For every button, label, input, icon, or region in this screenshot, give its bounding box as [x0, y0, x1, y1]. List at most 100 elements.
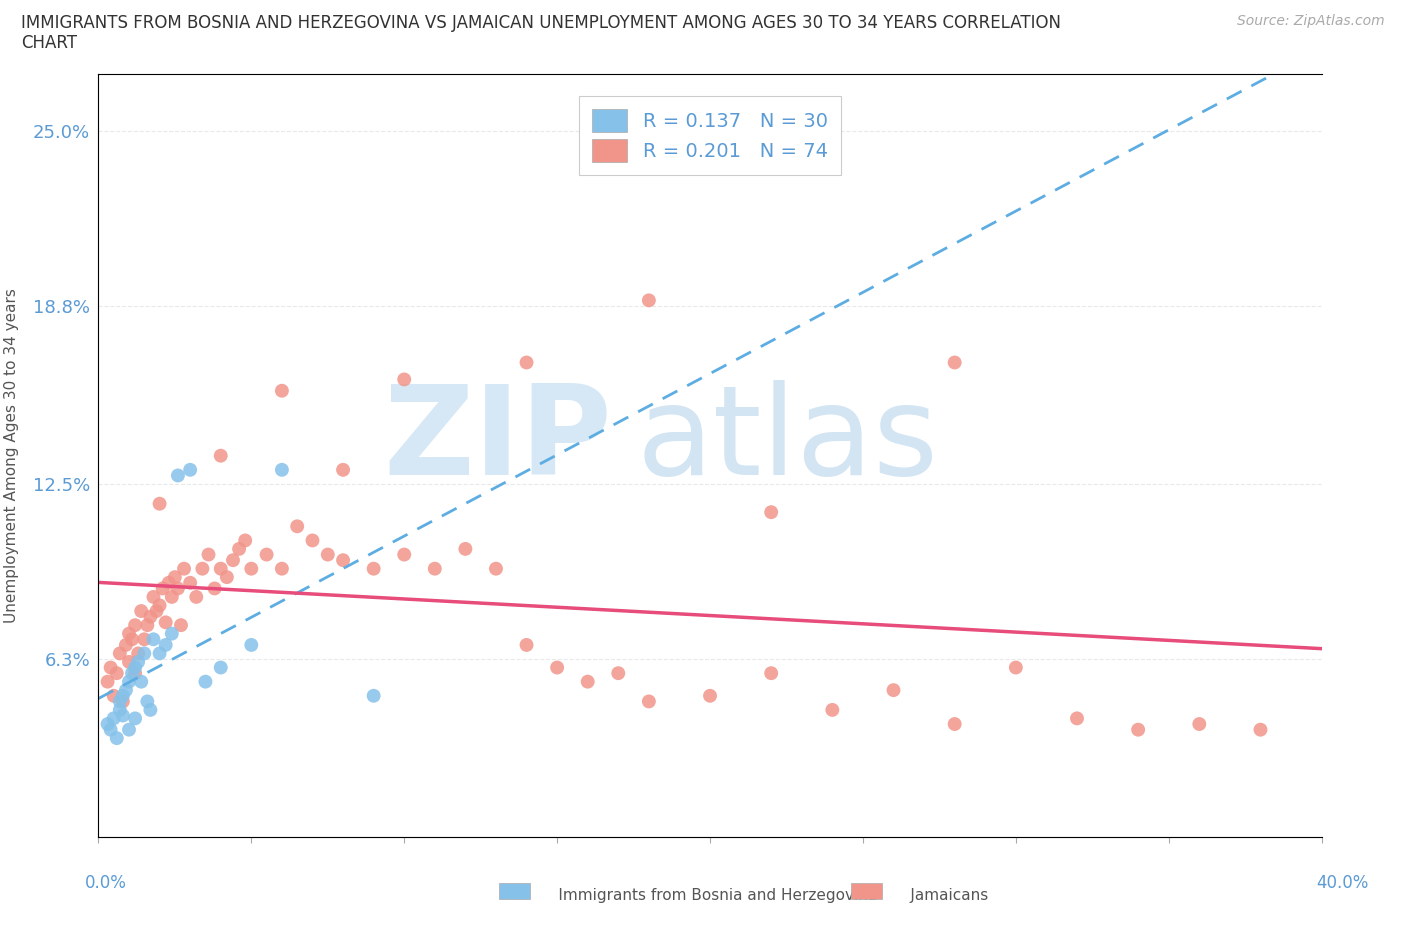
Point: [215, 570, 238, 585]
Point: [607, 666, 630, 681]
Text: Source: ZipAtlas.com: Source: ZipAtlas.com: [1237, 14, 1385, 28]
Point: [136, 694, 159, 709]
Point: [124, 660, 146, 675]
Point: [142, 590, 165, 604]
Point: [173, 561, 195, 576]
Point: [316, 547, 339, 562]
Point: [759, 666, 782, 681]
Point: [152, 581, 174, 596]
Point: [256, 547, 278, 562]
Point: [699, 688, 721, 703]
Point: [167, 468, 190, 483]
Point: [270, 561, 292, 576]
Point: [127, 655, 149, 670]
Point: [516, 355, 538, 370]
Point: [105, 731, 128, 746]
Point: [100, 660, 122, 675]
Point: [134, 631, 156, 646]
Point: [139, 702, 162, 717]
Point: [363, 561, 385, 576]
Point: [270, 383, 292, 398]
Point: [332, 462, 354, 477]
Point: [1066, 711, 1088, 725]
Point: [118, 655, 141, 670]
Point: [155, 637, 177, 652]
Text: 40.0%: 40.0%: [1316, 874, 1369, 892]
Point: [392, 372, 416, 387]
Point: [115, 637, 138, 652]
Point: [139, 609, 162, 624]
Point: [1188, 717, 1211, 732]
Point: [209, 561, 232, 576]
Point: [118, 674, 141, 689]
Text: atlas: atlas: [637, 380, 939, 501]
Point: [127, 646, 149, 661]
Point: [485, 561, 508, 576]
Point: [129, 604, 152, 618]
Point: [240, 637, 263, 652]
Point: [883, 683, 905, 698]
Point: [129, 674, 152, 689]
Point: [186, 590, 208, 604]
Point: [209, 448, 232, 463]
Point: [136, 618, 159, 632]
Point: [170, 618, 193, 632]
Point: [943, 355, 966, 370]
Point: [191, 561, 214, 576]
Point: [108, 694, 131, 709]
Point: [167, 581, 190, 596]
Point: [111, 694, 134, 709]
Point: [285, 519, 308, 534]
Point: [179, 576, 201, 591]
Point: [97, 717, 120, 732]
Point: [118, 723, 141, 737]
Point: [149, 646, 172, 661]
Point: [228, 541, 250, 556]
Point: [194, 674, 217, 689]
Point: [576, 674, 599, 689]
Point: [332, 552, 354, 567]
Point: [163, 570, 186, 585]
Point: [145, 604, 167, 618]
Y-axis label: Unemployment Among Ages 30 to 34 years: Unemployment Among Ages 30 to 34 years: [4, 288, 18, 623]
Point: [111, 688, 134, 703]
Point: [115, 683, 138, 698]
Point: [759, 505, 782, 520]
Point: [270, 462, 292, 477]
Point: [179, 462, 201, 477]
Point: [103, 711, 125, 725]
Point: [301, 533, 323, 548]
Point: [233, 533, 256, 548]
Point: [943, 717, 966, 732]
Point: [160, 626, 183, 641]
Point: [105, 666, 128, 681]
Point: [1128, 723, 1150, 737]
Text: Jamaicans: Jamaicans: [886, 888, 988, 903]
Point: [546, 660, 568, 675]
Point: [149, 598, 172, 613]
Point: [121, 666, 143, 681]
Point: [1004, 660, 1026, 675]
Text: Immigrants from Bosnia and Herzegovina: Immigrants from Bosnia and Herzegovina: [534, 888, 877, 903]
Point: [149, 497, 172, 512]
Point: [118, 626, 141, 641]
Point: [222, 552, 245, 567]
Point: [111, 708, 134, 723]
Point: [1249, 723, 1271, 737]
Text: CHART: CHART: [21, 34, 77, 52]
Point: [516, 637, 538, 652]
Point: [97, 674, 120, 689]
Point: [155, 615, 177, 630]
Point: [423, 561, 446, 576]
Point: [100, 723, 122, 737]
Legend: R = 0.137   N = 30, R = 0.201   N = 74: R = 0.137 N = 30, R = 0.201 N = 74: [579, 96, 841, 176]
Point: [157, 576, 180, 591]
Point: [637, 694, 661, 709]
Point: [134, 646, 156, 661]
Point: [363, 688, 385, 703]
Point: [160, 590, 183, 604]
Text: 0.0%: 0.0%: [84, 874, 127, 892]
Point: [103, 688, 125, 703]
Point: [392, 547, 416, 562]
Point: [124, 666, 146, 681]
